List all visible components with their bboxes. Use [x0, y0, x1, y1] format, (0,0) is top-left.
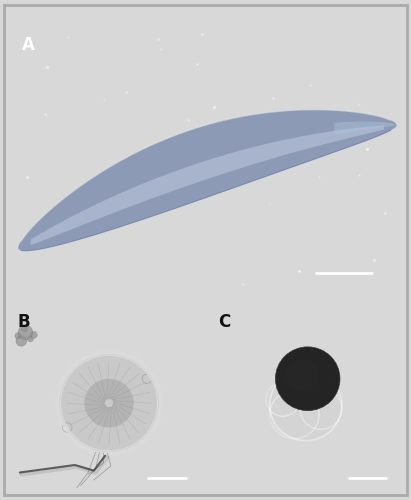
Circle shape: [60, 354, 158, 452]
Circle shape: [300, 388, 342, 430]
Text: A: A: [22, 36, 35, 54]
Text: B: B: [18, 313, 30, 331]
Circle shape: [15, 332, 21, 339]
Circle shape: [275, 347, 340, 410]
Circle shape: [266, 382, 300, 416]
Circle shape: [286, 359, 318, 391]
Circle shape: [18, 325, 33, 340]
Polygon shape: [334, 122, 397, 135]
Circle shape: [16, 336, 27, 346]
Text: C: C: [218, 313, 231, 331]
Circle shape: [28, 336, 33, 342]
Circle shape: [21, 326, 28, 332]
Circle shape: [30, 332, 37, 338]
Circle shape: [270, 370, 342, 440]
Circle shape: [84, 379, 134, 428]
Circle shape: [55, 350, 163, 457]
Polygon shape: [18, 110, 397, 251]
Circle shape: [105, 399, 113, 407]
Circle shape: [270, 390, 319, 439]
Polygon shape: [31, 126, 384, 245]
